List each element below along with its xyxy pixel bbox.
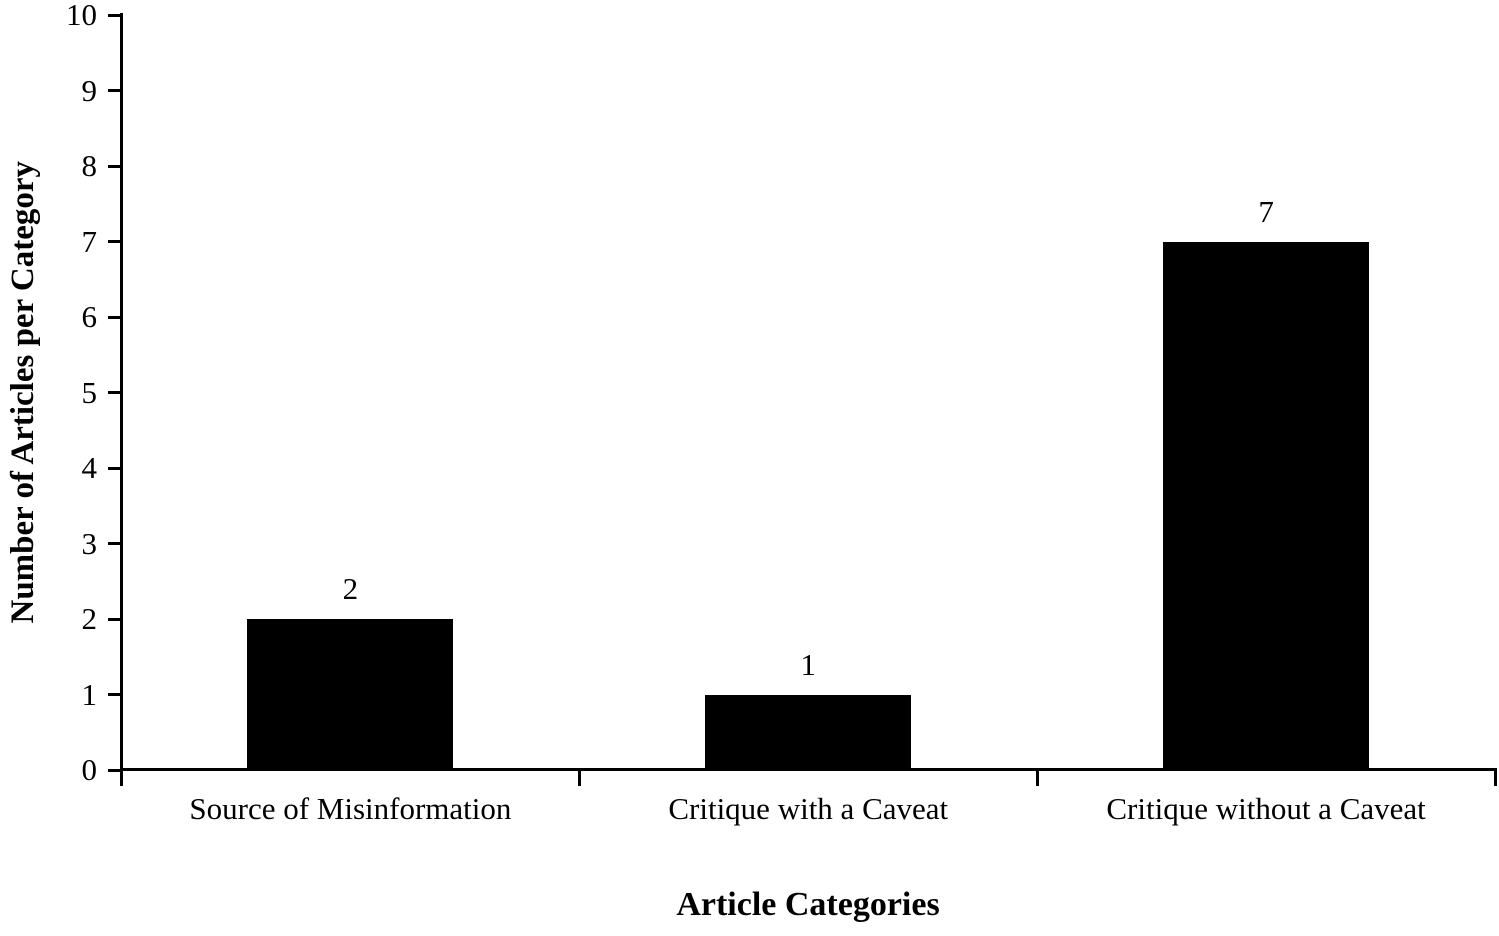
x-axis-tick [577, 771, 581, 786]
y-axis-tick-label: 4 [81, 450, 98, 485]
y-axis-tick [108, 466, 121, 470]
y-axis-tick-label: 3 [81, 525, 98, 561]
bar-value-label: 1 [800, 646, 817, 682]
y-axis-line [120, 13, 123, 779]
y-axis-tick [108, 693, 121, 696]
y-axis-tick-label: 6 [81, 299, 98, 334]
y-axis-tick [108, 542, 121, 545]
bar [1163, 241, 1370, 770]
x-axis-tick [1035, 771, 1039, 786]
y-axis-tick-label: 9 [81, 72, 98, 108]
x-axis-title: Article Categories [676, 886, 940, 923]
y-axis-tick-label: 2 [81, 601, 98, 636]
y-axis-tick [108, 617, 121, 621]
x-axis-category-label: Critique with a Caveat [668, 791, 949, 826]
x-axis-tick [120, 771, 123, 786]
y-axis-tick-label: 5 [81, 374, 98, 410]
y-axis-tick [108, 240, 121, 243]
y-axis-tick-label: 1 [81, 676, 98, 712]
y-axis-tick-label: 8 [81, 148, 98, 183]
y-axis-tick [108, 89, 121, 92]
bar [247, 619, 454, 770]
x-axis-category-label: Critique without a Caveat [1106, 791, 1426, 826]
y-axis-tick-label: 7 [81, 223, 98, 259]
y-axis-tick-label: 10 [66, 0, 97, 32]
x-axis-tick [1493, 771, 1497, 786]
bar [705, 694, 912, 770]
x-axis-category-label: Source of Misinformation [189, 791, 512, 826]
y-axis-tick [108, 768, 121, 772]
bar-value-label: 7 [1258, 193, 1274, 229]
y-axis-tick [108, 391, 121, 394]
y-axis-tick [108, 315, 121, 319]
y-axis-tick [108, 164, 121, 168]
y-axis-tick [108, 13, 121, 17]
bar-value-label: 2 [342, 571, 359, 606]
y-axis-tick-label: 0 [81, 752, 98, 787]
